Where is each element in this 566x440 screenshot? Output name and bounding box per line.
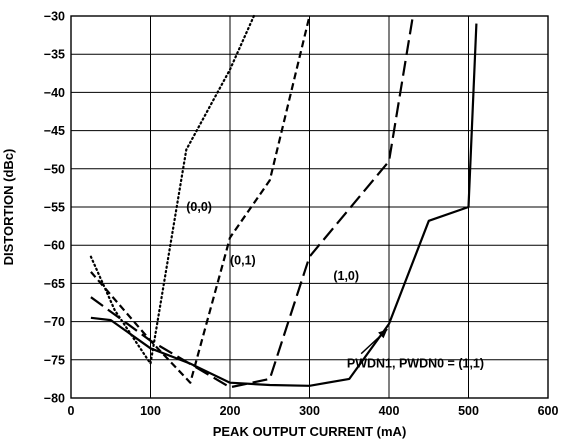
x-tick-label: 600	[538, 404, 559, 418]
annotation-label-4: PWDN1, PWDN0 = (1,1)	[347, 357, 484, 371]
x-tick-label: 500	[458, 404, 479, 418]
x-tick-label: 400	[379, 404, 400, 418]
y-tick-label: −60	[44, 239, 65, 253]
series-line-1	[89, 14, 255, 365]
x-axis-title: PEAK OUTPUT CURRENT (mA)	[213, 424, 407, 439]
y-tick-label: −80	[44, 392, 65, 406]
annotation-label-2: (0,1)	[230, 253, 256, 267]
y-tick-label: −75	[44, 353, 65, 367]
series-lines	[89, 14, 478, 389]
series-line-2	[90, 15, 311, 384]
annotation-label-3: (1,0)	[333, 269, 359, 283]
annotations: (0,0) (0,1) (1,0) PWDN1, PWDN0 = (1,1)	[186, 200, 484, 371]
y-tick-label: −35	[44, 48, 65, 62]
annotation-label-1: (0,0)	[186, 200, 212, 214]
y-tick-label: −40	[44, 86, 65, 100]
y-tick-label: −30	[44, 10, 65, 24]
y-axis-title: DISTORTION (dBc)	[1, 149, 16, 266]
y-tick-labels: −80 −75 −70 −65 −60 −55 −50 −45 −40 −35 −30	[44, 10, 65, 406]
series-line-4	[90, 23, 478, 387]
y-tick-label: −50	[44, 162, 65, 176]
y-tick-label: −55	[44, 201, 65, 215]
grid-lines	[70, 15, 549, 399]
series-line-3	[90, 15, 414, 389]
y-tick-label: −45	[44, 124, 65, 138]
plot-frame	[70, 15, 549, 399]
x-tick-labels: 0 100 200 300 400 500 600	[68, 404, 559, 418]
x-tick-label: 0	[68, 404, 75, 418]
x-tick-label: 200	[220, 404, 241, 418]
x-tick-label: 300	[299, 404, 320, 418]
y-tick-label: −70	[44, 315, 65, 329]
x-tick-label: 100	[140, 404, 161, 418]
y-tick-label: −65	[44, 277, 65, 291]
annotation-arrowhead	[378, 329, 388, 339]
